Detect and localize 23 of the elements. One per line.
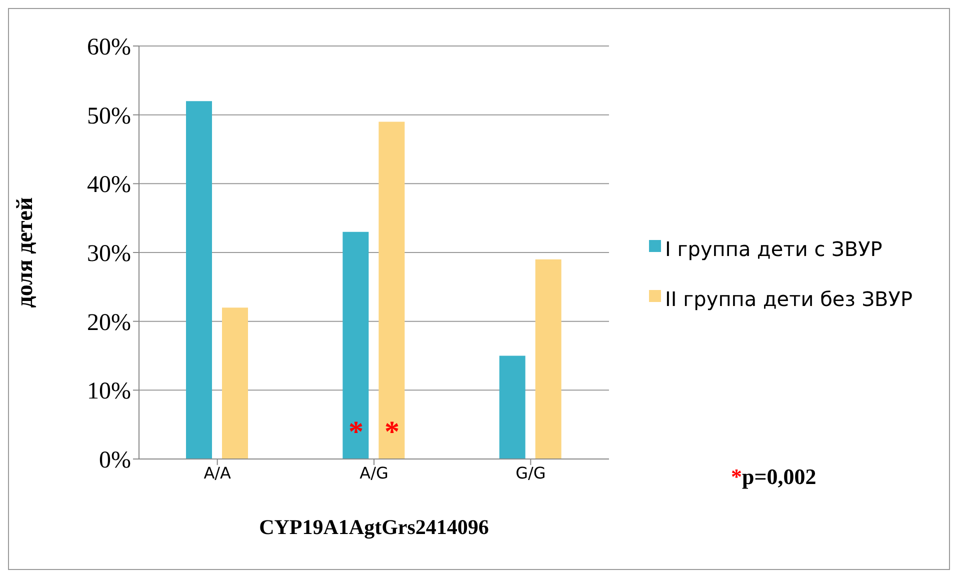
y-tick-label: 20% — [87, 310, 131, 336]
bar — [186, 101, 212, 459]
bar — [378, 122, 405, 459]
y-tick-label: 40% — [87, 172, 131, 198]
legend-label: II группа дети без ЗВУР — [665, 286, 913, 313]
y-tick-label: 30% — [87, 241, 131, 268]
text: *p=0,002 — [731, 464, 816, 490]
bar — [535, 259, 562, 459]
x-tick-label: G/G — [516, 463, 546, 482]
legend-label: I группа дети с ЗВУР — [665, 236, 882, 263]
bar — [222, 308, 248, 459]
annotation: * — [348, 415, 364, 448]
x-tick-label: A/A — [204, 463, 232, 482]
x-axis-title: CYP19A1AgtGrs2414096 — [259, 514, 489, 539]
x-tick-label: A/G — [360, 463, 388, 482]
y-tick-label: 0% — [99, 448, 131, 474]
bar — [499, 356, 526, 459]
y-tick-label: 50% — [87, 103, 131, 130]
y-tick-label: 60% — [87, 34, 131, 61]
y-tick-label: 10% — [87, 378, 131, 405]
y-axis-title: доля детей — [12, 197, 38, 308]
annotation: * — [384, 415, 400, 448]
bar — [342, 232, 369, 459]
